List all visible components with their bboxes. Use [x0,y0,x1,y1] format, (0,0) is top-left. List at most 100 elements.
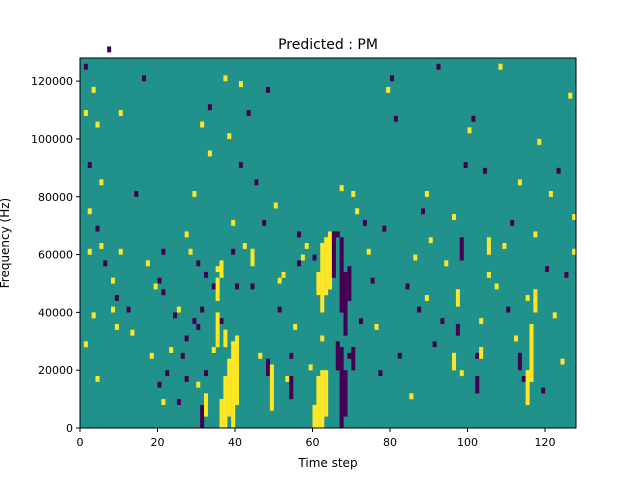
heatmap-cell [118,110,123,116]
heatmap-cell [335,231,340,238]
heatmap-cell [273,202,278,209]
heatmap-cell [114,323,119,330]
heatmap-cell [424,190,429,197]
heatmap-cell [452,214,457,221]
heatmap-cell [424,295,429,301]
heatmap-cell [250,248,255,267]
heatmap-cell [506,306,511,313]
heatmap-cell [149,352,154,359]
heatmap-cell [374,323,379,330]
heatmap-cell [83,63,88,70]
heatmap-cell [204,393,209,417]
heatmap-cell [417,306,422,313]
heatmap-cell [510,219,515,226]
x-tick-label: 80 [383,436,397,449]
heatmap-cell [308,364,313,371]
plot-frame [79,57,577,429]
x-tick-label: 120 [535,436,556,449]
heatmap-cell [192,190,197,197]
heatmap-cell [231,341,236,429]
heatmap-cell [223,375,228,429]
heatmap-cell [246,110,251,116]
heatmap-cell [227,133,232,140]
heatmap-cell [242,243,247,249]
heatmap-cell [471,115,476,122]
heatmap-cell [339,243,344,313]
heatmap-cell [223,329,228,348]
x-tick-label: 20 [151,436,165,449]
heatmap-cell [343,271,348,278]
heatmap-cell [227,358,232,417]
heatmap-cell [366,248,371,255]
y-tick-label: 60000 [38,249,73,262]
heatmap-cell [432,341,437,348]
heatmap-cell [289,352,294,359]
heatmap-cell [103,260,108,267]
heatmap-cell [324,243,329,296]
heatmap-cell [145,260,150,267]
heatmap-cell [231,248,236,255]
heatmap-cell [343,277,348,336]
heatmap-cell [393,115,398,122]
heatmap-cell [215,266,220,273]
heatmap-cell [339,237,344,244]
heatmap-cell [498,63,503,70]
heatmap-cell [355,208,360,215]
heatmap-cell [324,370,329,417]
heatmap-cell [153,283,158,290]
heatmap-cell [142,75,147,82]
heatmap-cell [87,162,92,168]
heatmap-cell [320,370,325,429]
heatmap-cell [331,231,336,278]
x-tick-label: 100 [457,436,478,449]
heatmap-cell [560,358,565,365]
heatmap-cell [161,399,166,406]
heatmap-cell [300,254,305,261]
heatmap-cell [235,335,240,406]
x-axis-label: Time step [297,456,357,470]
heatmap-cell [277,306,282,313]
heatmap-cell [83,110,88,116]
heatmap-cell [215,312,220,348]
heatmap-cell [204,370,209,377]
heatmap-cell [316,375,321,429]
heatmap-cell [111,277,116,284]
x-tick-label: 0 [77,436,84,449]
heatmap-cell [421,208,426,215]
heatmap-cell [254,179,259,186]
x-tick-label: 60 [306,436,320,449]
heatmap-cell [444,260,449,267]
heatmap-cell [390,75,395,82]
heatmap-cell [196,381,201,388]
heatmap-cell [277,277,282,284]
heatmap-cell [266,358,271,377]
heatmap-cell [409,393,414,400]
heatmap-cell [184,231,189,238]
heatmap-cell [320,243,325,313]
heatmap-cell [343,370,348,417]
y-tick-label: 100000 [31,133,73,146]
heatmap-cell [428,237,433,244]
heatmap-cell [304,243,309,249]
heatmap-cell [99,243,104,249]
heatmap-cell [134,190,139,197]
heatmap-cell [455,289,460,307]
heatmap-cell [200,404,205,429]
heatmap-cell [479,318,484,325]
heatmap-cell [455,323,460,336]
heatmap-cell [196,323,201,330]
heatmap-cell [219,260,224,278]
heatmap-cell [184,375,189,382]
heatmap-cell [176,306,181,313]
heatmap-cell [173,312,178,319]
heatmap-cell [169,347,174,353]
heatmap-cell [537,138,542,145]
heatmap-cell [436,63,441,70]
heatmap-cell [196,260,201,267]
heatmap-cell [552,312,557,319]
heatmap-cell [529,323,534,382]
heatmap-cell [188,248,193,255]
heatmap-cell [362,219,367,226]
heatmap-cell [87,208,92,215]
